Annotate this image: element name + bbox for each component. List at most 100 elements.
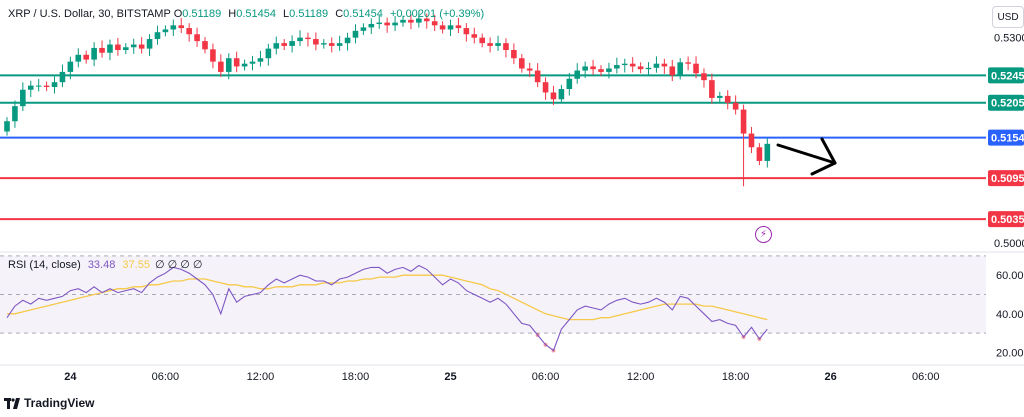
candle-body	[186, 28, 192, 35]
time-tick-label: 18:00	[342, 371, 370, 383]
candle-body	[75, 54, 82, 62]
candle-body	[313, 39, 319, 45]
candle-body	[732, 102, 739, 110]
candle-body	[321, 43, 327, 45]
candle-body	[138, 44, 145, 49]
candle-body	[43, 85, 50, 87]
candle-body	[447, 25, 454, 30]
rsi-legend: RSI (14, close) 33.48 37.55 ∅ ∅ ∅ ∅	[8, 258, 203, 271]
candle-body	[701, 73, 707, 81]
candle-body	[130, 44, 137, 48]
candle-body	[51, 82, 58, 87]
candle-body	[709, 80, 715, 98]
open-label: O	[173, 8, 183, 20]
candle-body	[265, 48, 272, 59]
candle-body	[416, 18, 422, 23]
horizontal-levels: 0.5245 0.5205 0.5154 0.5095 0.5035	[0, 67, 1024, 228]
candle-body	[162, 29, 169, 33]
candle-body	[693, 63, 699, 74]
candle-body	[344, 37, 351, 44]
brand-name: TradingView	[24, 396, 95, 410]
level-label: 0.5245	[991, 70, 1024, 82]
candle-body	[598, 69, 604, 72]
candle-body	[764, 143, 771, 161]
candle-body	[526, 68, 533, 71]
candle-body	[360, 27, 367, 31]
candle-body	[146, 39, 153, 49]
candle-body	[724, 95, 731, 103]
candlestick-series	[4, 11, 771, 187]
candle-body	[305, 37, 311, 40]
candle-body	[685, 62, 691, 64]
candle-body	[503, 43, 509, 50]
rsi-value: 33.48	[87, 259, 116, 271]
currency-button[interactable]: USD	[992, 6, 1024, 28]
candle-body	[748, 133, 755, 148]
candle-body	[115, 44, 121, 50]
candle-body	[479, 37, 485, 44]
time-tick-label: 25	[444, 371, 456, 383]
candle-body	[590, 66, 596, 70]
candle-body	[154, 32, 161, 40]
time-axis: 24 06:00 12:00 18:00 25 06:00 12:00 18:00 26 06:0…	[64, 371, 939, 383]
candle-body	[495, 43, 501, 46]
candle-body	[123, 47, 129, 50]
candle-body	[297, 37, 303, 42]
candle-body	[83, 54, 89, 60]
time-tick-label: 12:00	[627, 371, 655, 383]
tv-logo-icon	[4, 397, 20, 409]
close-label: C	[335, 8, 344, 20]
candle-body	[249, 61, 256, 64]
level-label: 0.5205	[991, 98, 1024, 110]
candle-body	[257, 58, 264, 62]
candle-body	[400, 19, 406, 23]
lightning-icon[interactable]: ⚡	[755, 226, 772, 243]
candle-body	[107, 44, 113, 53]
rsi-line	[6, 264, 768, 352]
candle-body	[511, 50, 517, 59]
projection-arrow	[776, 137, 837, 176]
low-label: L	[283, 8, 290, 20]
candle-body	[35, 85, 42, 87]
candle-body	[376, 22, 383, 24]
candle-body	[281, 43, 287, 46]
candle-body	[4, 121, 10, 132]
candle-body	[614, 65, 620, 69]
candle-body	[455, 25, 462, 29]
level-badge	[988, 67, 1024, 84]
candle-body	[289, 41, 295, 46]
candle-body	[225, 58, 232, 72]
candle-body	[519, 58, 525, 69]
high-label: H	[228, 8, 237, 20]
candle-body	[218, 61, 224, 72]
symbol-label[interactable]: XRP / U.S. Dollar, 30, BITSTAMP	[8, 8, 171, 20]
candle-body	[637, 66, 644, 70]
candle-body	[336, 43, 343, 46]
rsi-band	[0, 255, 986, 334]
candle-body	[12, 106, 18, 122]
candle-body	[384, 22, 390, 26]
rsi-ma-value: 37.55	[122, 259, 150, 271]
time-tick-label: 06:00	[532, 371, 560, 383]
candle-body	[392, 22, 398, 26]
candle-body	[629, 63, 636, 67]
arrow-head	[810, 137, 837, 176]
candle-body	[241, 63, 248, 67]
level-label: 0.5154	[991, 133, 1024, 145]
candle-body	[534, 70, 541, 83]
arrow-shaft	[776, 143, 837, 165]
candle-body	[542, 82, 549, 93]
candle-body	[202, 41, 208, 50]
rsi-name[interactable]: RSI (14, close)	[8, 259, 81, 271]
high-value: 0.51454	[236, 8, 276, 20]
candle-body	[439, 25, 446, 30]
candle-body	[550, 92, 557, 100]
time-tick-label: 12:00	[247, 371, 275, 383]
rsi-tick-label: 20.00	[996, 347, 1024, 359]
close-value: 0.51454	[343, 8, 383, 20]
candle-body	[178, 25, 185, 29]
candle-body	[574, 70, 581, 79]
